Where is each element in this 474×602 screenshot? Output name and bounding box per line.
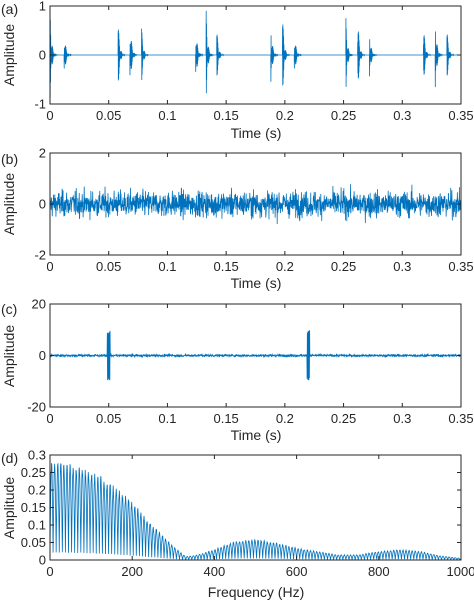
x-tick-label: 800 bbox=[368, 564, 390, 579]
x-tick-label: 0.3 bbox=[393, 411, 411, 426]
y-tick-label: 0 bbox=[39, 553, 46, 568]
x-tick-label: 0.3 bbox=[393, 259, 411, 274]
y-tick-label: -20 bbox=[27, 400, 46, 415]
x-tick-label: 0.2 bbox=[276, 411, 294, 426]
x-tick-label: 0.15 bbox=[213, 259, 238, 274]
panel-b-label: (b) bbox=[1, 151, 18, 167]
y-tick-label: 0.3 bbox=[28, 448, 46, 463]
x-tick-label: 0.15 bbox=[213, 108, 238, 123]
x-tick-label: 0.25 bbox=[331, 411, 356, 426]
series-line bbox=[50, 462, 461, 560]
x-tick-label: 0.2 bbox=[276, 259, 294, 274]
panel-d: (d) Amplitude Frequency (Hz) 0 200 400 600 8… bbox=[1, 448, 474, 601]
panel-b-xlabel: Time (s) bbox=[231, 275, 282, 291]
x-tick-label: 0.25 bbox=[331, 259, 356, 274]
x-tick-label: 400 bbox=[204, 564, 226, 579]
panel-c-xlabel: Time (s) bbox=[231, 427, 282, 443]
panel-b: (b) Amplitude Time (s) 0 0.05 0.1 0.15 0.2 0.… bbox=[1, 146, 474, 292]
x-tick-label: 0.1 bbox=[158, 411, 176, 426]
x-tick-label: 0.35 bbox=[448, 411, 473, 426]
x-tick-label: 0.05 bbox=[96, 108, 121, 123]
y-tick-label: -2 bbox=[34, 248, 46, 263]
y-tick-label: 0.05 bbox=[21, 535, 46, 550]
y-tick-label: -1 bbox=[34, 97, 46, 112]
x-tick-label: 0.3 bbox=[393, 108, 411, 123]
panel-a-plot: 0 0.05 0.1 0.15 0.2 0.25 0.3 0.35-101 bbox=[34, 0, 473, 123]
x-tick-label: 1000 bbox=[447, 564, 474, 579]
panel-d-ylabel: Amplitude bbox=[1, 477, 17, 539]
x-tick-label: 0 bbox=[46, 411, 53, 426]
series-line bbox=[50, 6, 461, 98]
series-line bbox=[50, 330, 461, 381]
x-tick-label: 0.1 bbox=[158, 259, 176, 274]
y-tick-label: 0 bbox=[39, 348, 46, 363]
y-tick-label: 0.15 bbox=[21, 500, 46, 515]
y-tick-label: 0.2 bbox=[28, 483, 46, 498]
x-tick-label: 0.35 bbox=[448, 259, 473, 274]
panel-c-ylabel: Amplitude bbox=[1, 325, 17, 387]
panel-c: (c) Amplitude Time (s) 0 0.05 0.1 0.15 0.2 0.… bbox=[1, 297, 474, 444]
panel-a-label: (a) bbox=[1, 1, 18, 17]
panel-a-ylabel: Amplitude bbox=[1, 24, 17, 86]
x-tick-label: 0.15 bbox=[213, 411, 238, 426]
y-tick-label: 0 bbox=[39, 48, 46, 63]
x-tick-label: 0.1 bbox=[158, 108, 176, 123]
y-tick-label: 20 bbox=[32, 297, 46, 312]
panel-c-label: (c) bbox=[1, 301, 17, 317]
x-tick-label: 0.35 bbox=[448, 108, 473, 123]
y-tick-label: 0.1 bbox=[28, 518, 46, 533]
panel-d-xlabel: Frequency (Hz) bbox=[208, 584, 304, 600]
panel-b-ylabel: Amplitude bbox=[1, 173, 17, 235]
x-tick-label: 0.05 bbox=[96, 411, 121, 426]
x-tick-label: 0 bbox=[46, 564, 53, 579]
x-tick-label: 0.25 bbox=[331, 108, 356, 123]
x-tick-label: 0.05 bbox=[96, 259, 121, 274]
x-tick-label: 0 bbox=[46, 108, 53, 123]
y-tick-label: 1 bbox=[39, 0, 46, 14]
panel-a: (a) Amplitude Time (s) 0 0.05 0.1 0.15 0.2 0.… bbox=[1, 0, 474, 141]
y-tick-label: 0.25 bbox=[21, 465, 46, 480]
y-tick-label: 0 bbox=[39, 197, 46, 212]
x-tick-label: 600 bbox=[286, 564, 308, 579]
panel-b-plot: 0 0.05 0.1 0.15 0.2 0.25 0.3 0.35-202 bbox=[34, 146, 473, 275]
y-tick-label: 2 bbox=[39, 146, 46, 161]
panel-d-label: (d) bbox=[1, 450, 18, 466]
x-tick-label: 0.2 bbox=[276, 108, 294, 123]
panel-a-xlabel: Time (s) bbox=[231, 125, 282, 141]
series-line bbox=[50, 184, 461, 225]
x-tick-label: 0 bbox=[46, 259, 53, 274]
x-tick-label: 200 bbox=[121, 564, 143, 579]
